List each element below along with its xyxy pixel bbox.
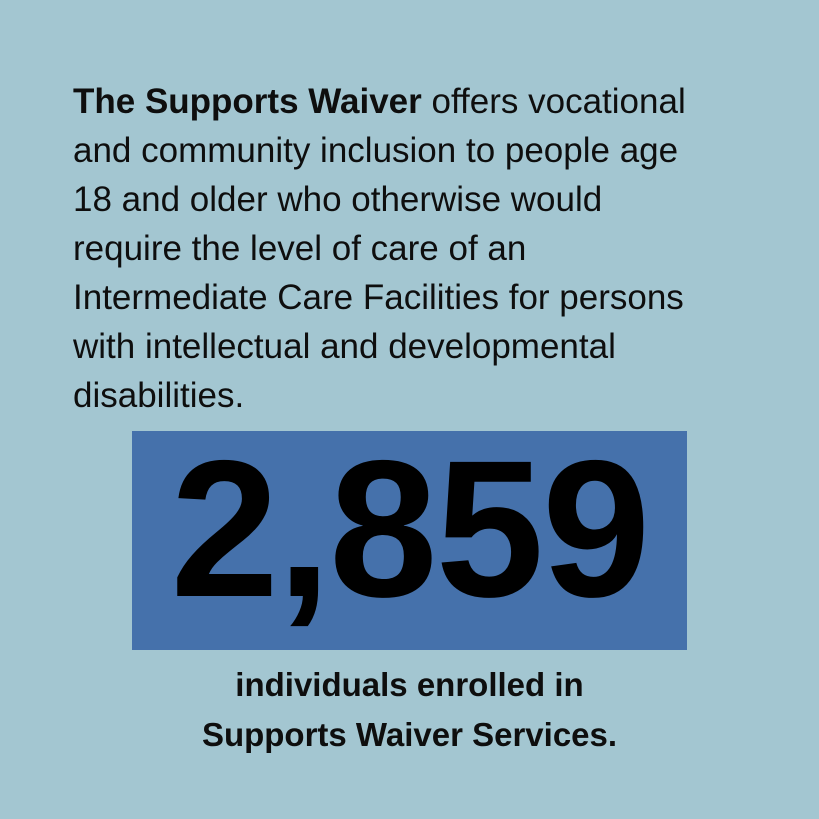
intro-body-text: offers vocational and community inclusio… bbox=[73, 82, 686, 415]
stat-highlight-box: 2,859 bbox=[132, 431, 687, 650]
stat-caption: individuals enrolled in Supports Waiver … bbox=[201, 666, 618, 753]
intro-paragraph: The Supports Waiver offers vocational an… bbox=[73, 77, 763, 420]
intro-bold-lead: The Supports Waiver bbox=[73, 82, 422, 121]
stat-value: 2,859 bbox=[170, 420, 651, 638]
